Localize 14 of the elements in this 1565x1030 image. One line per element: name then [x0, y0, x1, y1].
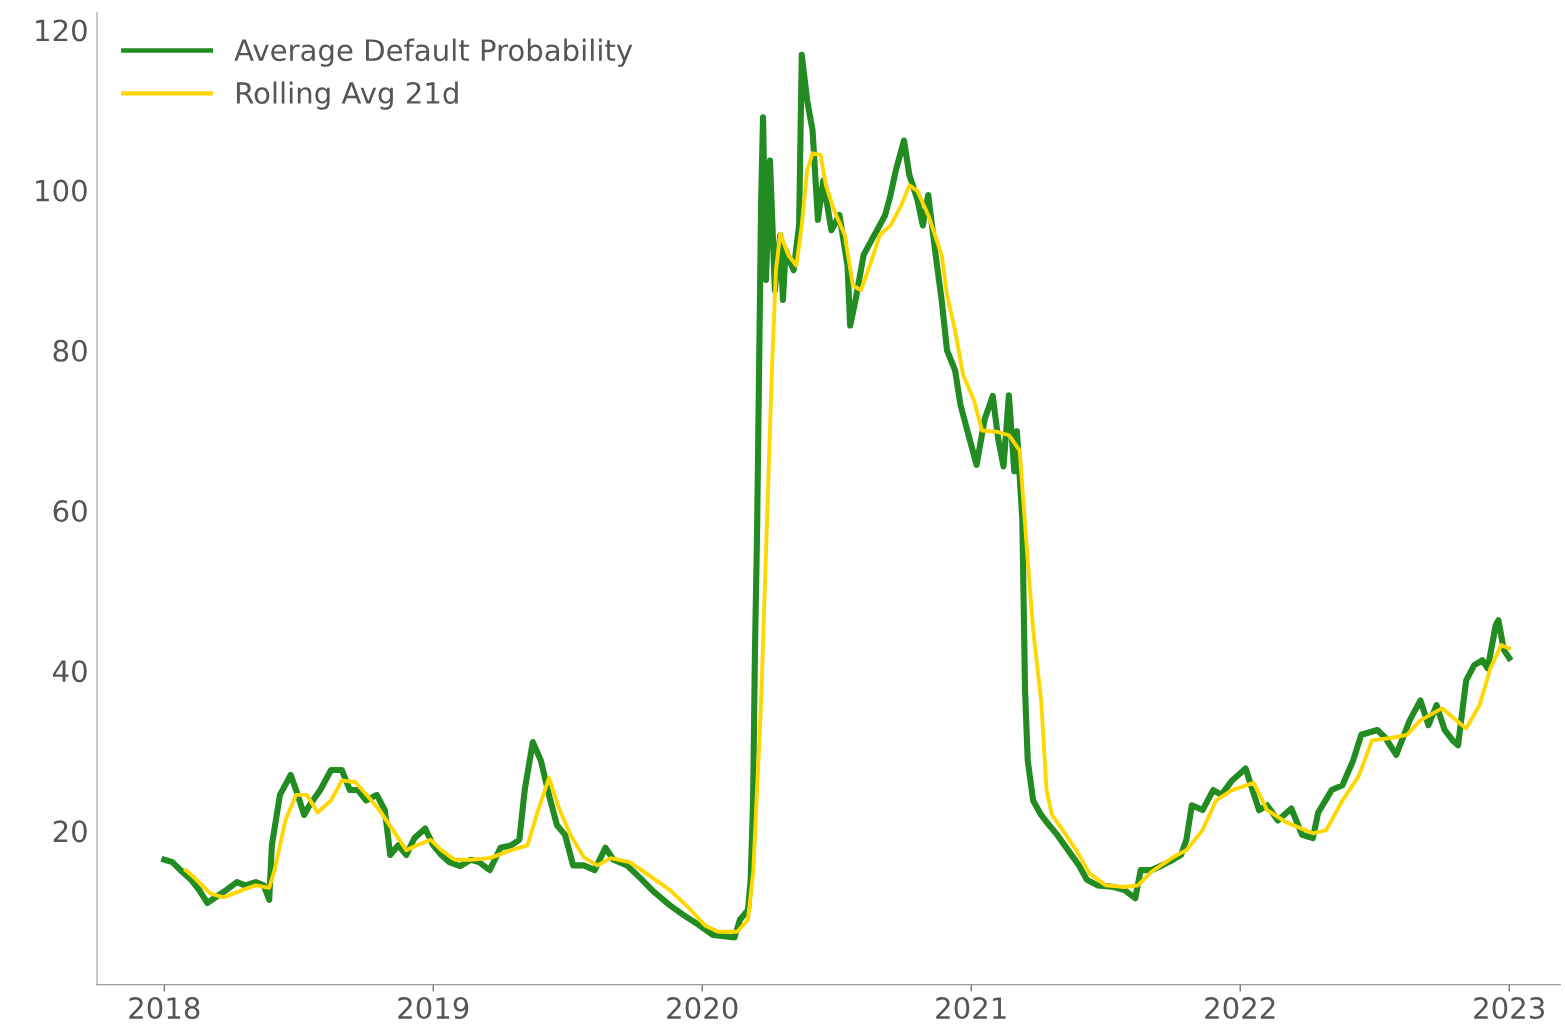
x-tick-label: 2020	[667, 997, 738, 1020]
y-tick-label: 40	[53, 660, 87, 683]
legend-label: Rolling Avg 21d	[236, 81, 458, 110]
y-tick-label: 120	[36, 19, 87, 42]
x-tick-label: 2023	[1474, 997, 1544, 1020]
x-tick-label: 2019	[398, 997, 469, 1020]
y-tick-label: 80	[53, 339, 87, 362]
x-tick-label: 2018	[129, 997, 200, 1020]
y-tick-label: 100	[36, 179, 87, 202]
legend-label: Average Default Probability	[234, 38, 633, 67]
y-tick-label: 60	[53, 499, 87, 523]
x-tick-label: 2022	[1205, 997, 1275, 1020]
y-tick-label: 20	[53, 820, 87, 843]
x-tick-label: 2021	[936, 997, 1006, 1020]
